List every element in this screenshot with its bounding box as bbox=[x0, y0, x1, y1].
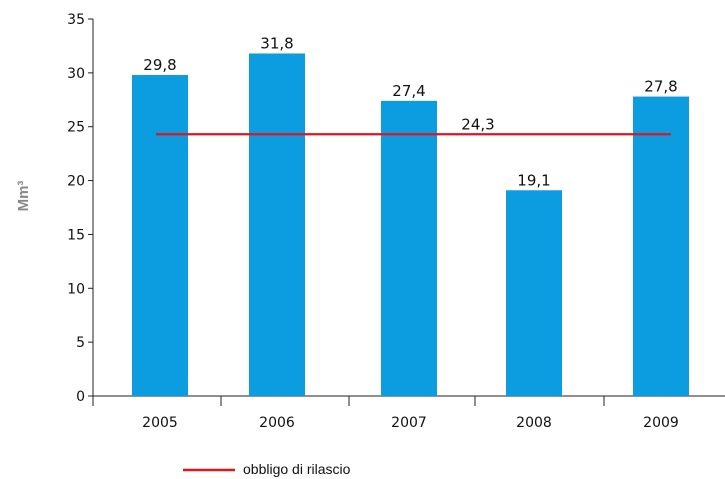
data-label: 19,1 bbox=[517, 171, 550, 189]
y-tick-label: 10 bbox=[67, 281, 85, 297]
x-ticks: 2005 2006 2007 2008 2009 bbox=[92, 396, 679, 431]
bar bbox=[132, 75, 188, 397]
y-tick-label: 0 bbox=[76, 389, 85, 405]
y-tick-label: 25 bbox=[67, 120, 85, 136]
bar bbox=[381, 100, 437, 396]
bar bbox=[633, 96, 689, 396]
x-tick-label: 2007 bbox=[391, 415, 427, 431]
data-label: 29,8 bbox=[143, 56, 176, 74]
reference-line-label: 24,3 bbox=[461, 115, 494, 133]
y-ticks: 0 5 10 15 20 25 30 35 bbox=[67, 12, 93, 405]
data-label: 31,8 bbox=[260, 34, 293, 52]
data-label: 27,8 bbox=[644, 78, 677, 96]
y-tick-label: 20 bbox=[67, 174, 85, 190]
y-axis-label: Mm³ bbox=[15, 181, 32, 212]
legend: obbligo di rilascio bbox=[183, 461, 351, 477]
legend-label: obbligo di rilascio bbox=[243, 461, 351, 477]
bar bbox=[506, 190, 562, 396]
y-tick-label: 5 bbox=[76, 335, 85, 351]
data-label: 27,4 bbox=[392, 82, 425, 100]
bars: 29,8 31,8 27,4 19,1 27,8 bbox=[132, 34, 689, 397]
x-tick-label: 2008 bbox=[516, 415, 552, 431]
x-tick-label: 2005 bbox=[142, 415, 178, 431]
bar bbox=[249, 53, 305, 397]
reference-line-group: 24,3 bbox=[156, 115, 671, 136]
x-tick-label: 2009 bbox=[643, 415, 679, 431]
x-tick-label: 2006 bbox=[259, 415, 295, 431]
y-tick-label: 30 bbox=[67, 66, 85, 82]
y-tick-label: 35 bbox=[67, 12, 85, 28]
y-tick-label: 15 bbox=[67, 227, 85, 243]
